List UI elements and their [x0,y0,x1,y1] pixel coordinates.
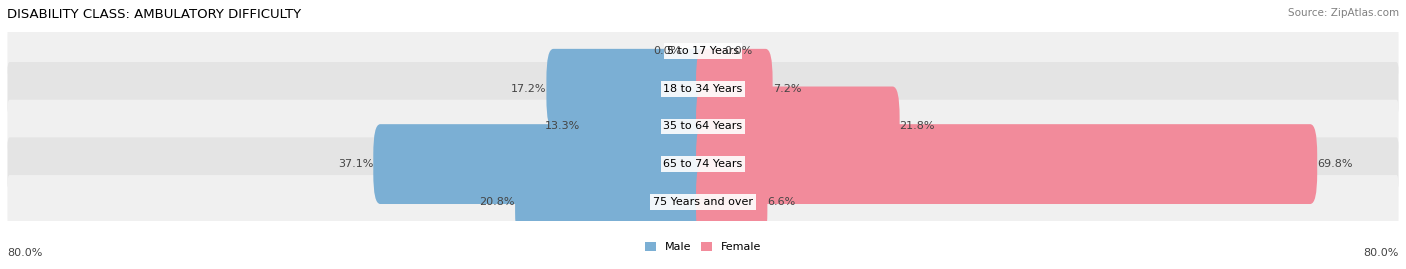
Text: 20.8%: 20.8% [479,197,515,207]
Text: 0.0%: 0.0% [652,46,682,56]
Text: DISABILITY CLASS: AMBULATORY DIFFICULTY: DISABILITY CLASS: AMBULATORY DIFFICULTY [7,8,301,21]
Text: 6.6%: 6.6% [768,197,796,207]
FancyBboxPatch shape [7,62,1399,115]
FancyBboxPatch shape [696,124,1317,204]
Text: 21.8%: 21.8% [900,121,935,132]
FancyBboxPatch shape [7,100,1399,153]
FancyBboxPatch shape [7,175,1399,228]
Text: 35 to 64 Years: 35 to 64 Years [664,121,742,132]
Text: 5 to 17 Years: 5 to 17 Years [666,46,740,56]
Text: 18 to 34 Years: 18 to 34 Years [664,84,742,94]
FancyBboxPatch shape [696,49,773,129]
Text: Source: ZipAtlas.com: Source: ZipAtlas.com [1288,8,1399,18]
FancyBboxPatch shape [515,162,710,242]
FancyBboxPatch shape [373,124,710,204]
FancyBboxPatch shape [547,49,710,129]
Text: 80.0%: 80.0% [7,248,42,258]
FancyBboxPatch shape [696,162,768,242]
Text: 17.2%: 17.2% [510,84,547,94]
Text: 75 Years and over: 75 Years and over [652,197,754,207]
FancyBboxPatch shape [7,137,1399,191]
Legend: Male, Female: Male, Female [641,237,765,256]
Text: 65 to 74 Years: 65 to 74 Years [664,159,742,169]
Text: 69.8%: 69.8% [1317,159,1353,169]
FancyBboxPatch shape [581,87,710,166]
Text: 13.3%: 13.3% [546,121,581,132]
Text: 0.0%: 0.0% [724,46,754,56]
FancyBboxPatch shape [696,87,900,166]
Text: 37.1%: 37.1% [337,159,373,169]
Text: 7.2%: 7.2% [773,84,801,94]
FancyBboxPatch shape [7,24,1399,78]
Text: 80.0%: 80.0% [1364,248,1399,258]
